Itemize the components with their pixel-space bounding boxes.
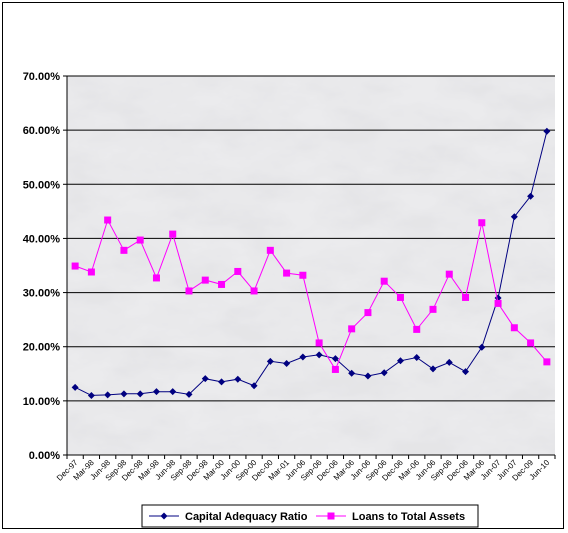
x-axis-ticks: Dec-97Mar-98Jun-98Sep-98Dec-98Mar-98Jun-…: [55, 455, 556, 483]
data-point: [169, 388, 177, 396]
data-point: [120, 390, 128, 398]
data-point: [396, 357, 404, 365]
data-point: [104, 216, 112, 224]
y-tick-label: 70.00%: [23, 71, 61, 83]
data-point: [315, 351, 323, 359]
data-point: [348, 325, 356, 333]
legend-square-icon: [327, 512, 335, 520]
y-tick-label: 50.00%: [23, 179, 61, 191]
data-point: [136, 236, 144, 244]
data-point: [364, 309, 372, 317]
data-point: [478, 343, 486, 351]
data-point: [234, 267, 242, 275]
data-point: [185, 390, 193, 398]
legend-box: [141, 504, 479, 528]
data-point: [299, 271, 307, 279]
data-point: [266, 246, 274, 254]
data-point: [87, 268, 95, 276]
y-tick-label: 60.00%: [23, 125, 61, 137]
data-point: [543, 127, 551, 135]
y-tick-label: 0.00%: [29, 450, 60, 462]
data-point: [462, 293, 470, 301]
marble-texture: [67, 76, 555, 455]
data-point: [510, 213, 518, 221]
legend-item-capital-adequacy-ratio: Capital Adequacy Ratio: [149, 511, 308, 523]
data-point: [201, 276, 209, 284]
data-point: [120, 246, 128, 254]
data-point: [185, 287, 193, 295]
data-point: [234, 375, 242, 383]
data-point: [331, 365, 339, 373]
data-point: [283, 269, 291, 277]
data-point: [283, 359, 291, 367]
data-point: [364, 372, 372, 380]
y-tick-label: 10.00%: [23, 396, 61, 408]
data-point: [478, 219, 486, 227]
legend-item-loans-to-total-assets: Loans to Total Assets: [316, 511, 465, 523]
series-layer: [71, 127, 551, 399]
gridlines: [67, 75, 555, 402]
data-point: [71, 383, 79, 391]
data-point: [250, 382, 258, 390]
data-point: [527, 339, 535, 347]
data-point: [462, 368, 470, 376]
legend-label-capital-adequacy-ratio: Capital Adequacy Ratio: [185, 511, 308, 523]
data-point: [396, 293, 404, 301]
data-point: [510, 324, 518, 332]
data-point: [104, 391, 112, 399]
data-point: [71, 262, 79, 270]
data-point: [218, 280, 226, 288]
legend: Capital Adequacy Ratio Loans to Total As…: [141, 504, 479, 528]
data-point: [380, 369, 388, 377]
data-point: [87, 391, 95, 399]
y-tick-label: 30.00%: [23, 288, 61, 300]
data-point: [445, 358, 453, 366]
legend-diamond-icon: [160, 512, 168, 520]
data-point: [201, 375, 209, 383]
data-point: [136, 390, 144, 398]
data-point: [543, 358, 551, 366]
legend-label-loans-to-total-assets: Loans to Total Assets: [352, 511, 465, 523]
data-point: [152, 274, 160, 282]
y-axis-ticks: 0.00% 10.00% 20.00% 30.00% 40.00% 50.00% 60.00…: [23, 71, 67, 462]
data-point: [266, 357, 274, 365]
series-loans-to-total-assets: [71, 216, 551, 373]
data-point: [494, 299, 502, 307]
data-point: [331, 355, 339, 363]
series-line: [74, 218, 548, 371]
y-tick-label: 40.00%: [23, 233, 61, 245]
data-point: [250, 287, 258, 295]
data-point: [152, 388, 160, 396]
y-tick-label: 20.00%: [23, 342, 61, 354]
data-point: [380, 277, 388, 285]
data-point: [445, 270, 453, 278]
data-point: [315, 339, 323, 347]
data-point: [218, 378, 226, 386]
data-point: [299, 353, 307, 361]
data-point: [527, 192, 535, 200]
data-point: [348, 369, 356, 377]
data-point: [413, 354, 421, 362]
data-point: [413, 325, 421, 333]
data-point: [429, 365, 437, 373]
data-point: [429, 305, 437, 313]
data-point: [169, 230, 177, 238]
